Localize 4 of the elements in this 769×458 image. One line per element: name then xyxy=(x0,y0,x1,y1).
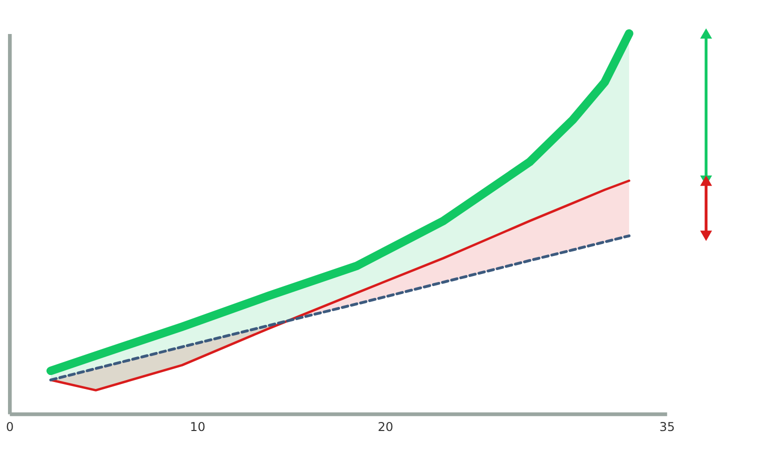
x-tick-label: 0 xyxy=(6,420,14,434)
x-tick-label: 35 xyxy=(659,420,675,434)
x-tick-label: 20 xyxy=(378,420,394,434)
x-tick-label: 10 xyxy=(190,420,206,434)
